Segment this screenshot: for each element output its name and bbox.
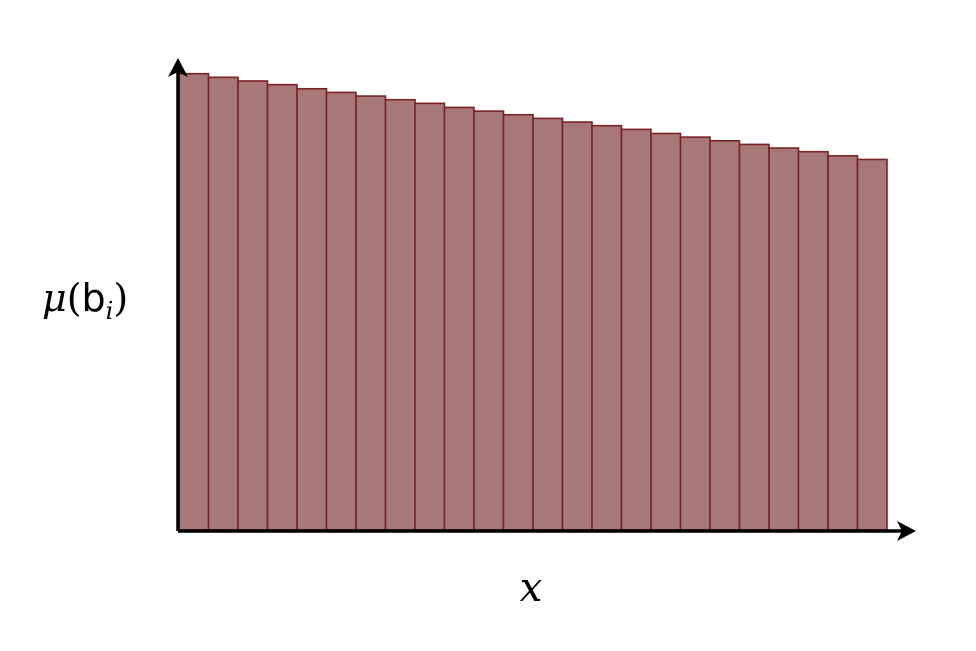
bar-24	[856, 158, 888, 531]
y-axis-label-symbol: μ	[42, 276, 67, 320]
bar-15	[591, 124, 623, 531]
bar-21	[768, 147, 800, 531]
y-axis-label: μ(bi)	[42, 276, 128, 325]
bar-9	[414, 102, 446, 531]
bar-13	[532, 117, 564, 531]
y-axis-label-base: b	[82, 276, 106, 320]
bar-22	[797, 150, 829, 531]
bar-23	[827, 155, 859, 531]
bar-6	[325, 91, 357, 531]
bar-10	[443, 106, 475, 531]
bar-3	[237, 80, 269, 531]
bar-20	[738, 143, 770, 531]
bar-5	[296, 87, 328, 531]
y-axis-label-subscript: i	[106, 297, 114, 325]
y-axis-label-close-paren: )	[113, 276, 128, 320]
svg-text:μ(bi): μ(bi)	[42, 276, 128, 325]
x-axis-label: x	[520, 565, 543, 611]
bar-11	[473, 110, 505, 531]
y-axis-arrow-icon	[168, 58, 188, 77]
bar-4	[266, 83, 298, 531]
bar-17	[650, 132, 682, 531]
bar-19	[709, 139, 741, 531]
bar-16	[620, 128, 652, 531]
bar-2	[207, 76, 239, 531]
x-axis-arrow-icon	[897, 521, 916, 541]
bar-14	[561, 121, 593, 531]
bar-7	[355, 95, 387, 531]
bar-8	[384, 98, 416, 531]
bar-12	[502, 113, 534, 531]
bar-18	[679, 136, 711, 531]
bar-series	[178, 72, 888, 531]
y-axis-label-open-paren: (	[67, 276, 82, 320]
bar-1	[178, 72, 210, 531]
